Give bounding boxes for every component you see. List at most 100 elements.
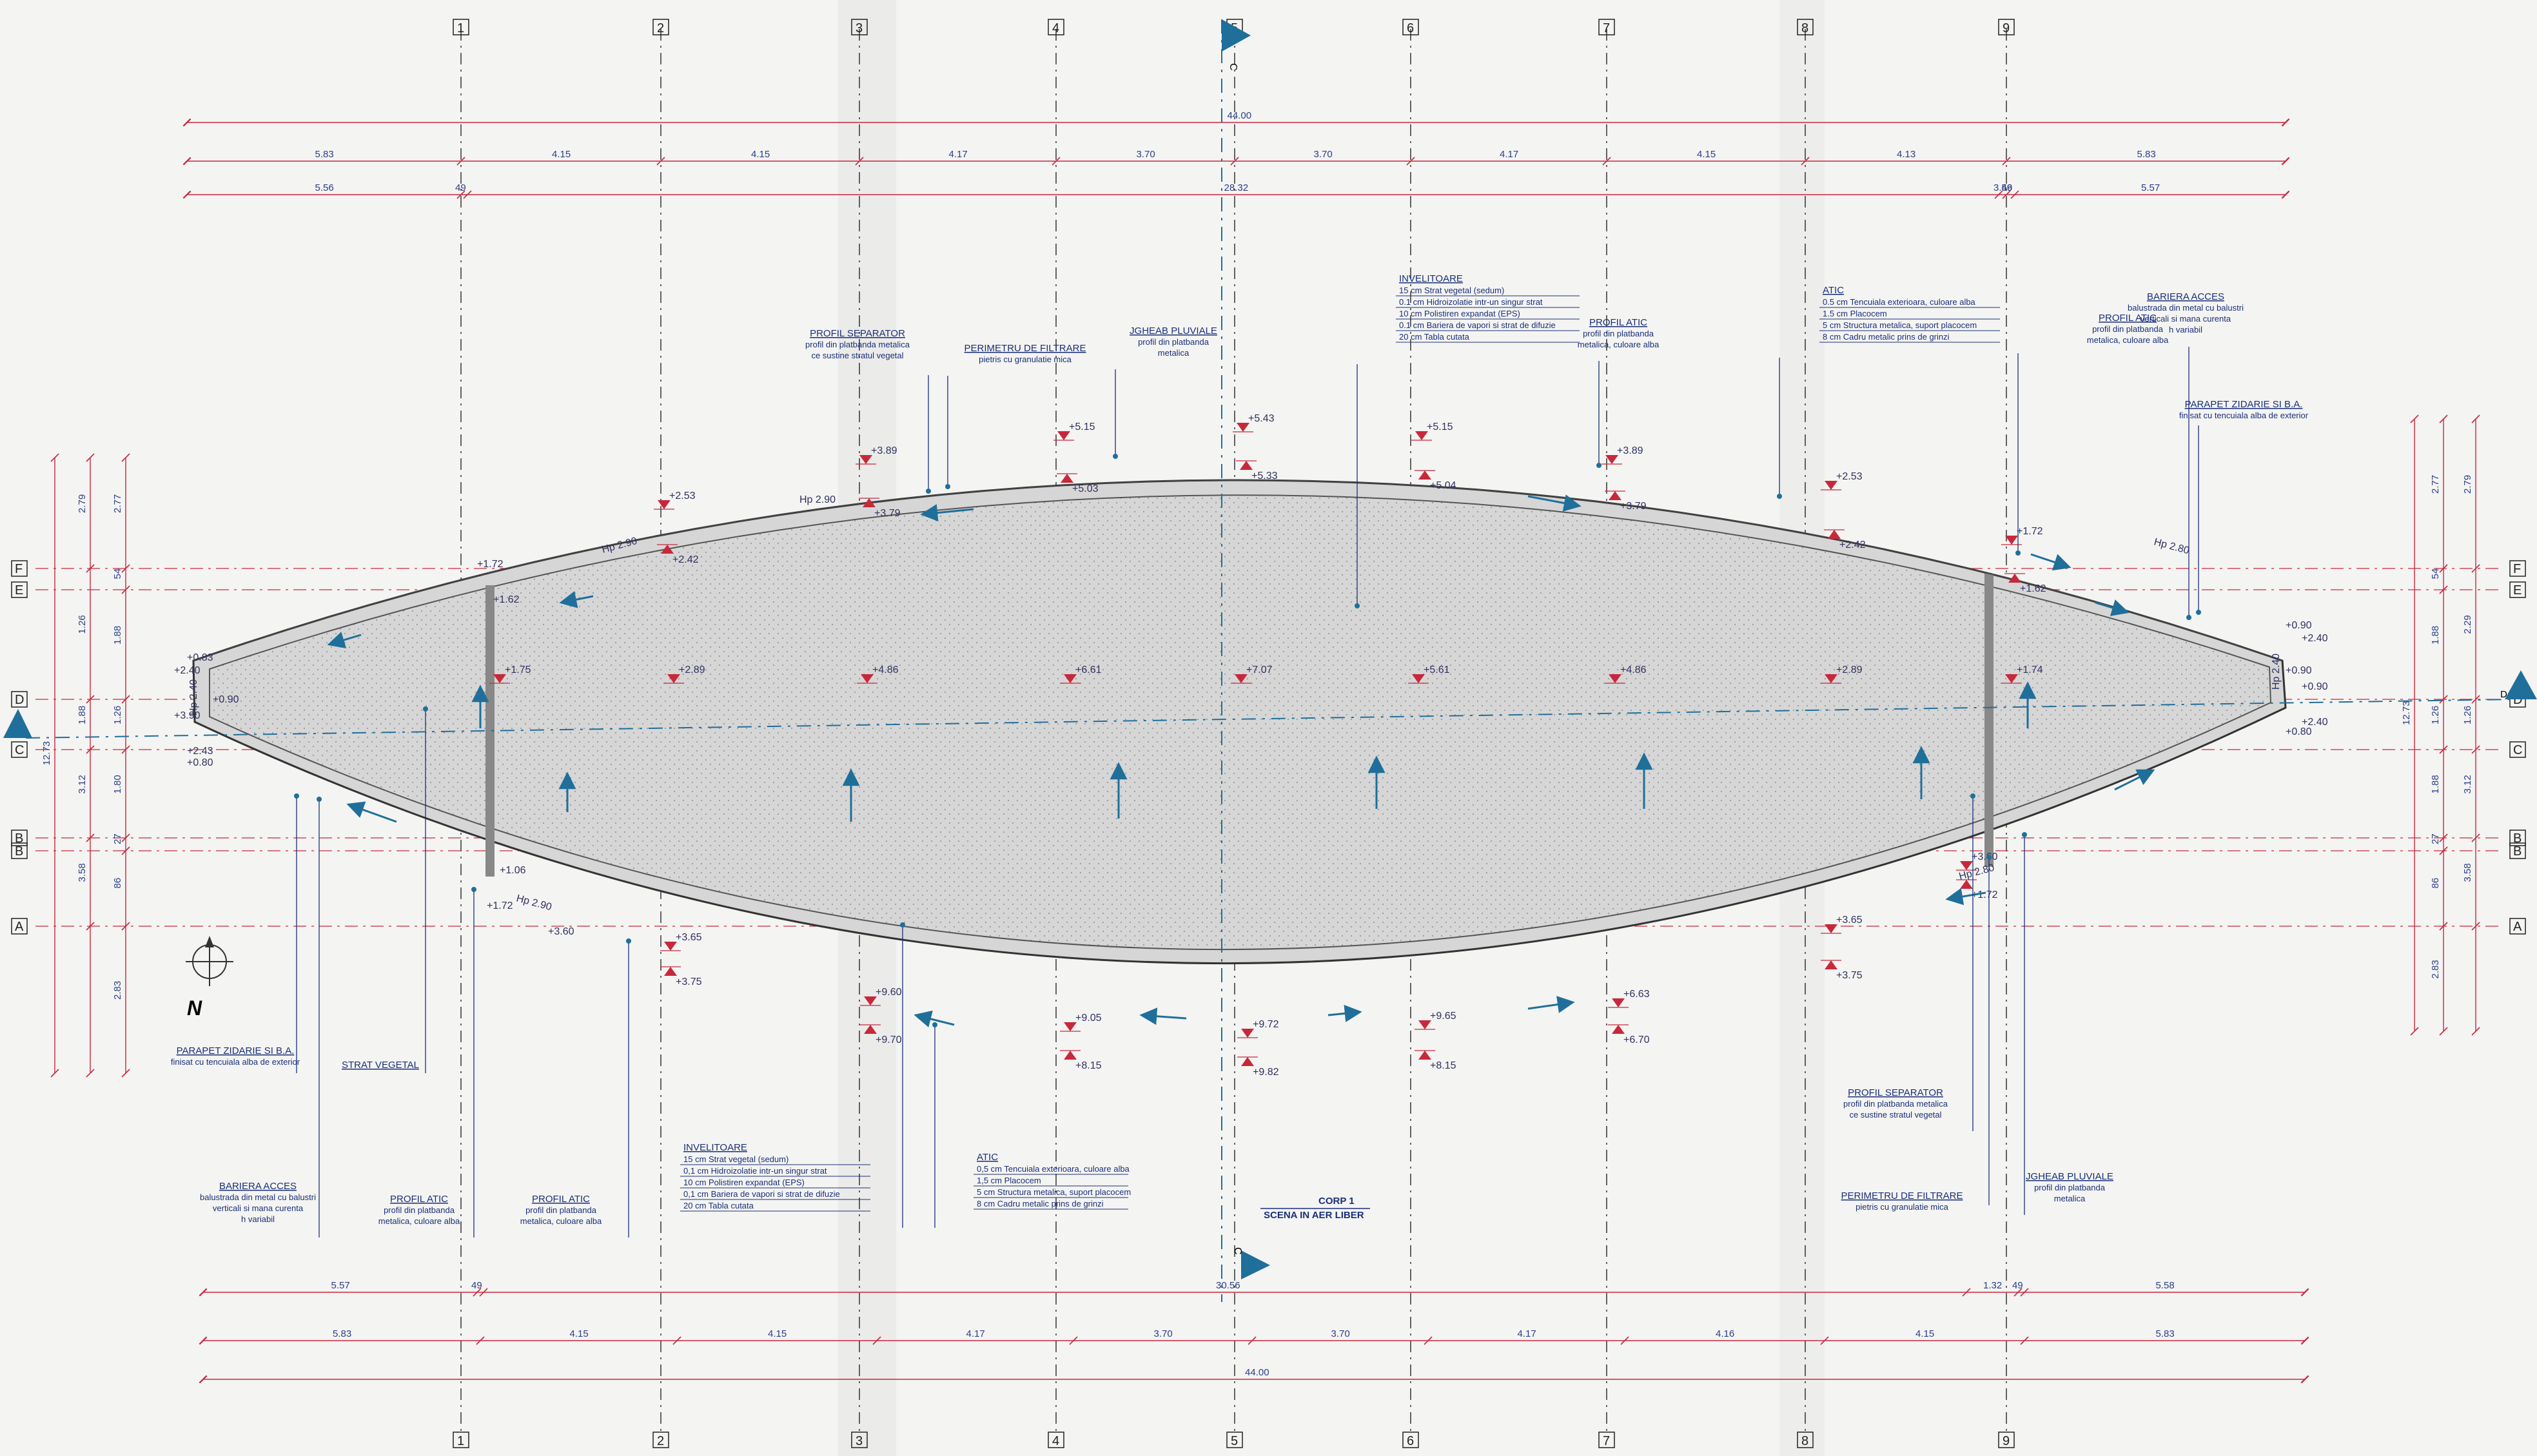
grid-column-label-top: 7 bbox=[1603, 21, 1610, 35]
section-marker-right-label: D bbox=[2500, 689, 2507, 700]
elevation-marker-top-inner-symbol bbox=[2008, 574, 2021, 583]
grid-row-label-left: C bbox=[15, 743, 24, 757]
elevation-marker-center: +2.89 bbox=[1836, 665, 1863, 675]
note-perimetru-top-leader-dot bbox=[945, 484, 950, 489]
drainage-arrow bbox=[914, 1010, 955, 1027]
elevation-marker-top-inner: +5.03 bbox=[1072, 483, 1099, 494]
drainage-arrow bbox=[346, 801, 397, 823]
dimension-tick bbox=[1248, 1336, 1257, 1345]
drainage-arrow bbox=[1527, 996, 1575, 1013]
dimension-value: 5.83 bbox=[315, 149, 334, 160]
table-atic-top-row: 1.5 cm Placocem bbox=[1823, 309, 1887, 318]
note-profil-atic-top-1-line: metalica, culoare alba bbox=[1578, 340, 1660, 349]
elevation-marker-center: +1.75 bbox=[505, 665, 531, 675]
dimension-tick bbox=[50, 1069, 59, 1078]
dimension-tick bbox=[2471, 695, 2480, 704]
note-strat-vegetal-bottom: STRAT VEGETAL bbox=[342, 706, 428, 1073]
section-marker-right: D bbox=[2500, 670, 2537, 700]
dimension-tick bbox=[2439, 585, 2448, 594]
dimension-value: 2.77 bbox=[112, 494, 123, 513]
drainage-arrow bbox=[1945, 888, 1986, 906]
table-atic-top-leader-dot bbox=[1777, 494, 1782, 499]
dimension-tick bbox=[50, 453, 59, 462]
elevation-marker-bottom-outer: +8.15 bbox=[1430, 1060, 1456, 1071]
note-jgheab-bottom-line: profil din platbanda bbox=[2034, 1183, 2106, 1192]
dimension-value: 2.79 bbox=[77, 494, 88, 513]
elevation-marker-bottom-inner-symbol bbox=[1241, 1029, 1254, 1038]
slope-label: Hp 2.40 bbox=[2271, 654, 2282, 690]
elevation-marker-bottom-outer: +8.15 bbox=[1075, 1060, 1102, 1071]
elevation-marker-bottom-outer-symbol bbox=[1825, 960, 1837, 969]
elevation-marker-top-inner-symbol bbox=[863, 498, 876, 507]
table-invelitoare-bottom-row: 0,1 cm Bariera de vapori si strat de dif… bbox=[683, 1189, 840, 1199]
grid-column-label-top: 1 bbox=[457, 21, 464, 35]
dimension-value: 2.83 bbox=[2430, 960, 2441, 978]
elevation-corner: +3.60 bbox=[548, 926, 574, 937]
grid-column-label-top: 3 bbox=[856, 21, 863, 35]
elevation-corner: +1.62 bbox=[493, 594, 520, 605]
dimension-value: 27 bbox=[2430, 833, 2441, 844]
elevation-marker-bottom-inner: +3.65 bbox=[676, 932, 702, 943]
table-invelitoare-top-leader-dot bbox=[1355, 603, 1360, 608]
dimension-tick bbox=[121, 1069, 130, 1078]
table-invelitoare-bottom-row: 15 cm Strat vegetal (sedum) bbox=[683, 1154, 789, 1164]
dimension-value: 5.83 bbox=[333, 1328, 351, 1339]
dimension-value: 5.56 bbox=[315, 182, 334, 193]
dimension-value: 3.70 bbox=[1137, 149, 1155, 160]
elevation-marker-bottom-inner: +3.60 bbox=[1972, 851, 1998, 862]
note-perimetru-top-title: PERIMETRU DE FILTRARE bbox=[965, 343, 1086, 354]
note-profil-separator-bottom-leader-dot bbox=[1970, 793, 1975, 799]
elevation-marker-center-symbol bbox=[1235, 674, 1248, 683]
grid-column-label-bottom: 2 bbox=[657, 1434, 664, 1448]
dimension-value: 28.32 bbox=[1224, 182, 1249, 193]
dimension-tick bbox=[463, 190, 472, 199]
elevation-right-tip: +0.90 bbox=[2286, 665, 2312, 676]
grid-row-box bbox=[2509, 842, 2526, 859]
elevation-marker-top-outer-symbol bbox=[658, 500, 671, 509]
grid-column-box bbox=[1048, 1432, 1064, 1448]
note-parapet-top-line: finisat cu tencuiala alba de exterior bbox=[2179, 411, 2309, 420]
grid-row-box bbox=[11, 918, 28, 935]
grid-column-box bbox=[1598, 19, 1615, 35]
north-label: N bbox=[187, 996, 202, 1020]
dimension-value: 1.26 bbox=[2462, 706, 2473, 724]
drainage-arrow bbox=[2114, 769, 2155, 791]
dimension-value: 3.12 bbox=[77, 775, 88, 793]
elevation-marker-bottom-inner: +3.65 bbox=[1836, 915, 1863, 926]
dimension-value: 1.88 bbox=[2430, 626, 2441, 645]
elevation-marker-bottom-inner-symbol bbox=[1418, 1020, 1431, 1029]
dimension-value: 54 bbox=[2430, 568, 2441, 579]
elevation-marker-center: +4.86 bbox=[872, 665, 899, 675]
note-perimetru-bottom-leader-dot bbox=[1986, 855, 1992, 860]
dimension-value: 5.83 bbox=[2137, 149, 2156, 160]
elevation-marker-bottom-inner: +9.05 bbox=[1075, 1013, 1102, 1024]
note-perimetru-bottom-title: PERIMETRU DE FILTRARE bbox=[1841, 1190, 1963, 1201]
dimension-tick bbox=[1962, 1288, 1971, 1297]
grid-row-label-right: E bbox=[2513, 583, 2522, 597]
drainage-arrow bbox=[920, 504, 974, 522]
drainage-arrow bbox=[2095, 599, 2130, 616]
dimension-value: 49 bbox=[471, 1280, 482, 1291]
dimension-value: 44.00 bbox=[1245, 1367, 1269, 1378]
dimension-tick bbox=[121, 745, 130, 754]
elevation-marker-bottom-outer-symbol bbox=[1418, 1051, 1431, 1060]
dimension-value: 3.58 bbox=[2462, 863, 2473, 882]
dimension-tick bbox=[2471, 1027, 2480, 1036]
elevation-right-tip: +2.40 bbox=[2302, 633, 2328, 644]
elevation-marker-bottom-inner-symbol bbox=[864, 996, 877, 1005]
elevation-marker-top-outer-symbol bbox=[2005, 536, 2018, 545]
grid-row-box bbox=[2509, 581, 2526, 598]
dimension-value: 2.79 bbox=[2462, 475, 2473, 494]
note-profil-atic-top-2-line: metalica, culoare alba bbox=[2087, 335, 2169, 345]
note-profil-atic-top-1-line: profil din platbanda bbox=[1583, 329, 1654, 338]
grid-row-box bbox=[2509, 830, 2526, 846]
grid-row-label-right: F bbox=[2513, 562, 2521, 576]
section-marker-bottom: C bbox=[1232, 1247, 1270, 1279]
dimension-value: 3.56 bbox=[1993, 182, 2012, 193]
grid-row-label-right: B bbox=[2513, 831, 2522, 846]
dimension-tick bbox=[121, 695, 130, 704]
dimension-tick bbox=[121, 833, 130, 842]
